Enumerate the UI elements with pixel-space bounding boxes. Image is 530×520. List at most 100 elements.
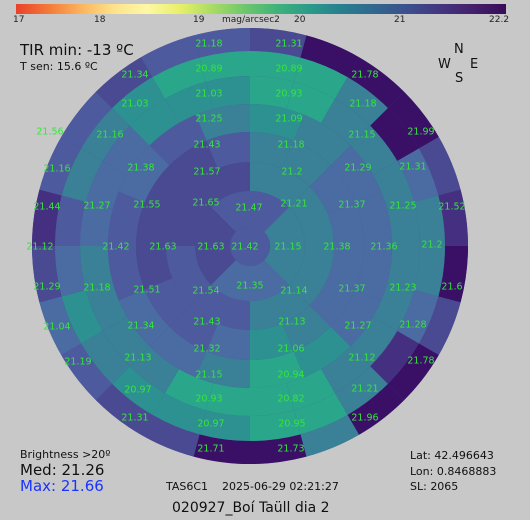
brightness-value-label: 21.18 [195,39,222,50]
heatmap-cell [80,202,113,246]
heatmap-cell [264,246,305,285]
heatmap-cell [387,343,439,401]
brightness-value-label: 21.03 [195,89,222,100]
brightness-value-label: 21.16 [43,164,70,175]
brightness-value-label: 21.27 [344,321,371,332]
brightness-value-label: 21.43 [193,317,220,328]
heatmap-cell [300,414,359,457]
heatmap-cell [397,148,439,203]
colorbar-tick: 18 [94,15,106,25]
heatmap-cell [347,57,405,109]
heatmap-cell [55,246,86,297]
heatmap-cell [118,289,170,347]
heatmap-cell [32,246,62,303]
brightness-value-label: 21.21 [280,199,307,210]
brightness-value-label: 20.82 [277,394,304,405]
heatmap-cell [309,278,356,327]
brightness-value-label: 21.15 [348,130,375,141]
heatmap-cell [250,76,294,109]
heatmap-cell [250,51,301,82]
heatmap-cell [355,191,392,246]
heatmap-cell [327,246,364,290]
brightness-value-label: 21.42 [102,242,129,253]
brightness-value-label: 21.32 [193,344,220,355]
brightness-label: Brightness >20º [20,448,111,461]
heatmap-cell [32,189,62,246]
brightness-value-label: 21.47 [235,203,262,214]
brightness-value-label: 21.29 [33,282,60,293]
heatmap-cell [250,284,310,330]
heatmap-cell [250,28,307,58]
brightness-value-label: 21.15 [195,370,222,381]
brightness-value-label: 20.89 [195,64,222,75]
brightness-value-label: 21.15 [274,242,301,253]
brightness-value-label: 21.36 [370,242,397,253]
brightness-value-label: 21.09 [275,114,302,125]
heatmap-cell [108,246,145,301]
max-value: Max: 21.66 [20,477,104,495]
brightness-value-label: 21.06 [277,344,304,355]
heatmap-cell [250,323,294,360]
heatmap-cell [81,331,130,384]
brightness-value-label: 21.43 [193,140,220,151]
colorbar [16,4,506,14]
brightness-value-label: 21.73 [277,444,304,455]
heatmap-cell [152,393,207,435]
heatmap-cell [141,414,200,457]
heatmap-cell [370,108,419,161]
compass-north: N [454,42,464,57]
brightness-value-label: 21.37 [338,284,365,295]
heatmap-cell [85,161,128,210]
colorbar-tick: 22.2 [489,15,510,25]
heatmap-cell [288,186,334,246]
heatmap-cell [206,76,250,109]
heatmap-cell [102,317,150,367]
brightness-value-label: 21.52 [438,202,465,213]
heatmap-cell [335,77,388,126]
heatmap-cell [165,81,214,124]
brightness-value-label: 21.99 [407,127,434,138]
brightness-value-label: 21.19 [64,357,91,368]
heatmap-cell [55,195,86,246]
heatmap-cell [118,145,170,203]
brightness-value-label: 21.65 [192,198,219,209]
brightness-value-label: 21.21 [351,384,378,395]
heatmap-cell [95,57,153,109]
heatmap-cell [61,343,113,401]
colorbar-tick: 20 [294,15,306,25]
brightness-value-label: 21.23 [389,283,416,294]
brightness-value-label: 21.27 [83,201,110,212]
heatmap-cell [355,246,393,301]
heatmap-cell [250,351,305,388]
heatmap-cell [282,305,331,352]
brightness-value-label: 21.28 [399,320,426,331]
brightness-value-label: 21.78 [407,356,434,367]
brightness-value-label: 21.18 [83,283,110,294]
heatmap-cell [199,51,250,82]
sensor-temperature-label: T sen: 15.6 ºC [20,60,98,73]
colorbar-tick: 17 [13,15,25,25]
heatmap-cell [206,383,250,416]
heatmap-cell [206,132,250,169]
heatmap-cell [195,104,250,141]
heatmap-cell [350,317,398,367]
brightness-value-label: 21.31 [121,413,148,424]
brightness-value-label: 21.14 [280,286,307,297]
device-id: TAS6C1 [166,480,209,493]
brightness-value-label: 20.93 [195,394,222,405]
brightness-value-label: 20.89 [275,64,302,75]
heatmap-cell [414,195,445,246]
latitude: Lat: 42.496643 [410,449,494,462]
brightness-value-label: 21.13 [278,317,305,328]
heatmap-cell [193,434,250,464]
heatmap-cell [286,368,335,411]
heatmap-cell [112,366,165,415]
heatmap-cell [264,207,305,246]
brightness-value-label: 21.42 [231,242,258,253]
heatmap-cell [293,57,348,99]
heatmap-cell [169,140,218,187]
heatmap-cell [300,35,359,78]
brightness-value-label: 21.03 [121,99,148,110]
heatmap-cell [330,289,382,347]
heatmap-cell [250,410,301,441]
